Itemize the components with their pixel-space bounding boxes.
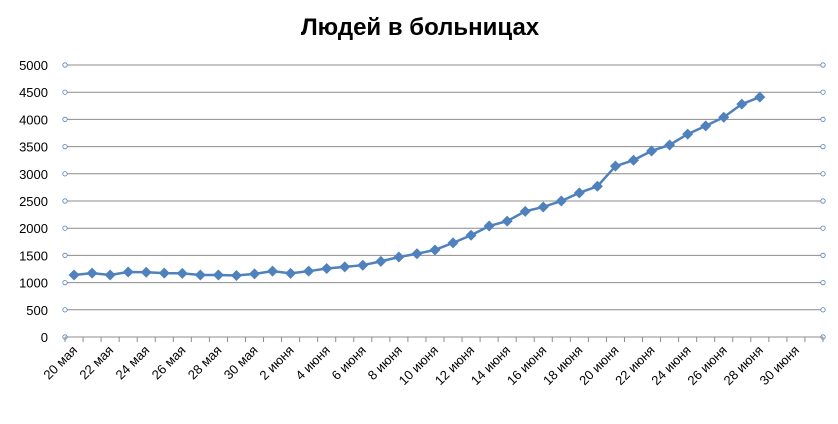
tick-mark xyxy=(62,225,68,231)
marker xyxy=(230,270,242,282)
marker xyxy=(339,261,351,273)
tick-mark xyxy=(62,252,68,258)
x-tick-label: 2 июня xyxy=(256,343,296,383)
marker xyxy=(555,195,567,207)
tick-mark xyxy=(820,252,826,258)
marker xyxy=(249,268,260,280)
x-tick-label: 30 июня xyxy=(757,343,802,388)
tick-mark xyxy=(62,307,68,313)
marker xyxy=(303,265,315,277)
marker xyxy=(646,145,658,157)
marker xyxy=(483,220,495,232)
x-tick-label: 26 мая xyxy=(149,343,189,383)
tick-mark xyxy=(820,89,826,95)
tick-mark xyxy=(62,116,68,123)
marker xyxy=(68,269,80,281)
y-tick-label: 1500 xyxy=(19,248,48,263)
tick-mark xyxy=(820,198,826,204)
tick-mark xyxy=(62,62,68,68)
y-tick-label: 5000 xyxy=(19,58,48,73)
marker xyxy=(628,154,639,166)
marker xyxy=(465,229,477,241)
chart-title: Людей в больницах xyxy=(301,14,540,41)
marker xyxy=(700,120,712,132)
tick-mark xyxy=(820,307,826,313)
marker xyxy=(501,215,513,227)
x-tick-label: 22 мая xyxy=(76,343,116,383)
tick-mark xyxy=(62,279,68,286)
marker xyxy=(285,267,297,279)
marker xyxy=(736,98,748,110)
tick-mark xyxy=(820,279,826,286)
x-tick-label: 30 мая xyxy=(221,343,261,383)
marker xyxy=(140,266,152,278)
marker xyxy=(537,201,549,213)
y-tick-label: 2000 xyxy=(19,221,48,236)
x-tick-label: 24 мая xyxy=(113,343,153,383)
marker xyxy=(375,255,387,267)
tick-mark xyxy=(62,144,68,150)
y-tick-label: 4500 xyxy=(19,85,48,100)
y-tick-label: 0 xyxy=(41,330,48,345)
marker xyxy=(212,269,224,281)
tick-mark xyxy=(62,89,68,95)
marker xyxy=(411,248,423,260)
marker xyxy=(718,111,730,123)
marker xyxy=(357,259,369,271)
y-tick-label: 500 xyxy=(26,303,48,318)
marker xyxy=(393,251,405,263)
x-tick-label: 28 мая xyxy=(185,343,225,383)
marker xyxy=(194,269,206,281)
y-tick-label: 4000 xyxy=(19,112,48,127)
y-tick-label: 3500 xyxy=(19,140,48,155)
marker xyxy=(447,237,459,249)
tick-mark xyxy=(62,171,68,177)
marker xyxy=(682,128,694,140)
marker xyxy=(86,267,98,279)
y-tick-label: 3000 xyxy=(19,167,48,182)
marker xyxy=(754,91,766,103)
tick-mark xyxy=(820,62,826,68)
marker xyxy=(267,265,279,277)
tick-mark xyxy=(820,225,826,231)
marker xyxy=(591,180,603,192)
marker xyxy=(104,269,116,281)
marker xyxy=(573,187,585,199)
x-tick-label: 6 июня xyxy=(329,343,369,383)
y-tick-label: 1000 xyxy=(19,276,48,291)
tick-mark xyxy=(820,144,826,150)
marker xyxy=(429,244,441,256)
marker xyxy=(321,262,333,274)
marker xyxy=(122,266,134,278)
marker xyxy=(519,205,531,217)
tick-mark xyxy=(820,116,826,123)
marker xyxy=(664,139,676,151)
x-tick-label: 20 мая xyxy=(40,343,80,383)
marker xyxy=(158,267,170,279)
x-tick-label: 4 июня xyxy=(292,343,332,383)
marker xyxy=(609,160,621,172)
marker xyxy=(176,267,188,279)
tick-mark xyxy=(820,171,826,177)
y-tick-label: 2500 xyxy=(19,194,48,209)
tick-mark xyxy=(62,198,68,204)
